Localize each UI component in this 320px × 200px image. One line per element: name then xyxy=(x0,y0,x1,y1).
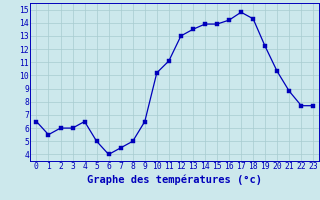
X-axis label: Graphe des températures (°c): Graphe des températures (°c) xyxy=(87,174,262,185)
